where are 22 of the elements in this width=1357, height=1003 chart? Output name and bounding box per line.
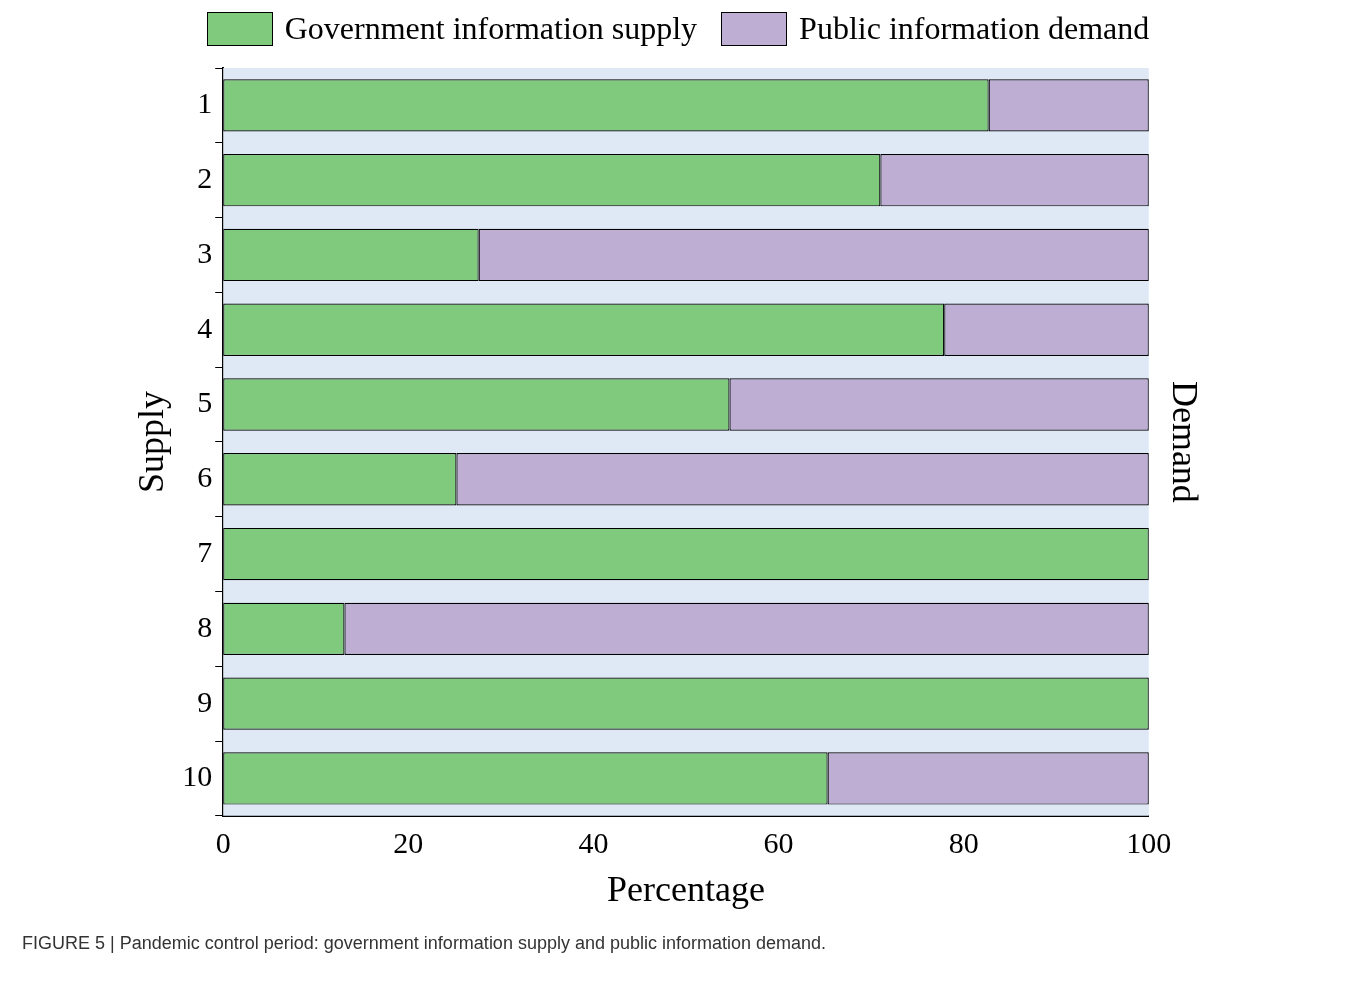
y-tick-label: 1 (197, 86, 213, 120)
legend-label: Public information demand (799, 10, 1150, 47)
y-tick-label: 6 (197, 460, 213, 494)
series-label: Government information supply (284, 10, 698, 47)
x-tick-label: 100 (1126, 825, 1172, 859)
x-tick-label: 20 (393, 825, 424, 859)
y-axis-title: Supply (131, 390, 172, 493)
y-tick-label: 3 (197, 235, 213, 269)
y-tick-label: 9 (197, 684, 213, 718)
y-tick-label: 10 (182, 759, 213, 793)
y-tick-label: 2 (197, 161, 213, 195)
y-tick-label: 5 (197, 385, 213, 419)
y-tick-label: 4 (197, 310, 213, 344)
x-axis-title: Percentage (607, 868, 765, 909)
y-tick-label: 8 (197, 609, 213, 643)
x-tick-label: 80 (948, 825, 979, 859)
x-tick-label: 0 (215, 825, 231, 859)
caption: FIGURE 5 | Pandemic control period: government information supply and public information demand. (22, 933, 828, 954)
x-tick-label: 60 (763, 825, 794, 859)
x-tick-label: 40 (578, 825, 609, 859)
y-tick-label: 7 (197, 534, 213, 568)
y2-axis-title: Demand (1164, 380, 1205, 503)
